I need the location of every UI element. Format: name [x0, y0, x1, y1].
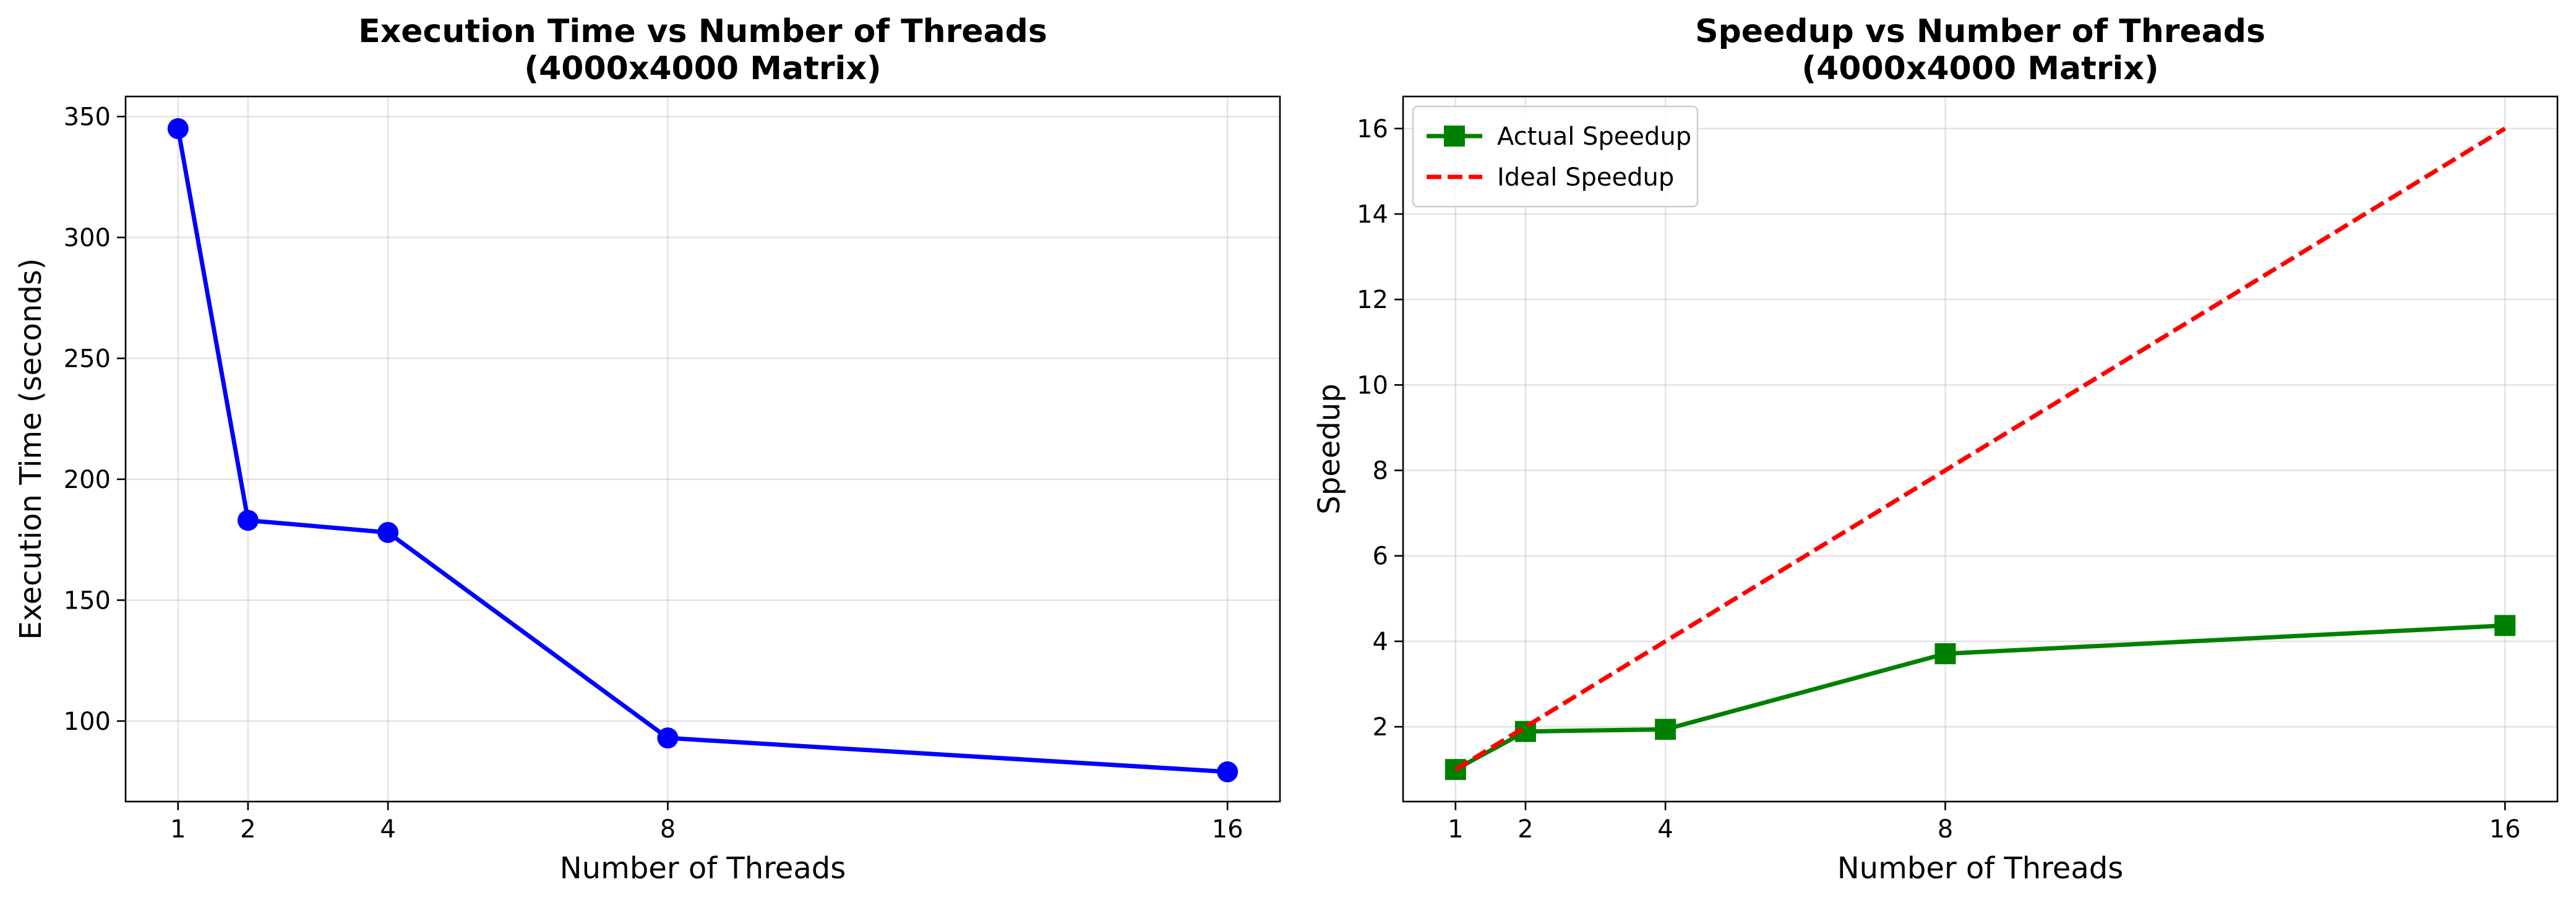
y-tick-label: 300 [64, 224, 111, 252]
y-tick-label: 200 [64, 466, 111, 494]
x-tick-label: 16 [1212, 815, 1243, 844]
x-tick-label: 16 [2489, 815, 2521, 844]
data-point [657, 727, 679, 749]
x-axis-label: Number of Threads [1837, 851, 2123, 886]
y-tick-label: 6 [1373, 542, 1388, 571]
legend: Actual Speedup Ideal Speedup [1412, 105, 1699, 208]
legend-marker [1444, 126, 1465, 147]
series-line-2 [1454, 126, 2507, 772]
y-axis-label: Execution Time (seconds) [14, 258, 48, 640]
x-axis-label: Number of Threads [560, 851, 846, 886]
y-tick-label: 4 [1373, 628, 1388, 656]
y-tick-label: 2 [1373, 713, 1388, 742]
y-tick-label: 10 [1357, 371, 1388, 400]
y-tick-label: 150 [64, 586, 111, 615]
x-tick-label: 8 [660, 815, 676, 844]
x-tick-label: 1 [170, 815, 186, 844]
chart-title: Execution Time vs Number of Threads [358, 13, 1047, 50]
y-tick-label: 8 [1373, 457, 1388, 486]
chart-subtitle: (4000x4000 Matrix) [524, 50, 881, 87]
y-tick-label: 12 [1357, 286, 1388, 314]
plot-frame [1402, 95, 2559, 803]
data-point [1655, 719, 1677, 740]
y-tick-label: 250 [64, 345, 111, 373]
chart-title: Speedup vs Number of Threads [1695, 13, 2265, 50]
x-tick-label: 1 [1448, 815, 1463, 844]
legend-label: Ideal Speedup [1497, 163, 1674, 192]
y-tick-label: 350 [64, 103, 111, 131]
x-tick-label: 4 [380, 815, 395, 844]
legend-label: Actual Speedup [1497, 122, 1691, 151]
data-point [167, 118, 189, 139]
data-point [377, 521, 399, 543]
y-tick-label: 100 [64, 708, 111, 736]
data-point [237, 510, 259, 531]
data-point [2494, 615, 2516, 636]
data-point [1217, 761, 1239, 782]
y-axis-label: Speedup [1312, 383, 1347, 514]
chart-subtitle: (4000x4000 Matrix) [1801, 50, 2158, 87]
x-tick-label: 4 [1657, 815, 1673, 844]
y-tick-label: 14 [1357, 200, 1388, 229]
chart-1: 1 2 4 8 16 100 150 200 250 300 350 Execution Time v… [14, 13, 1281, 886]
legend-frame [1412, 105, 1699, 208]
x-tick-label: 2 [1518, 815, 1533, 844]
x-tick-label: 2 [240, 815, 255, 844]
data-point [1934, 643, 1956, 664]
x-tick-label: 8 [1938, 815, 1953, 844]
plot-frame [124, 95, 1281, 803]
y-tick-label: 16 [1357, 115, 1388, 143]
